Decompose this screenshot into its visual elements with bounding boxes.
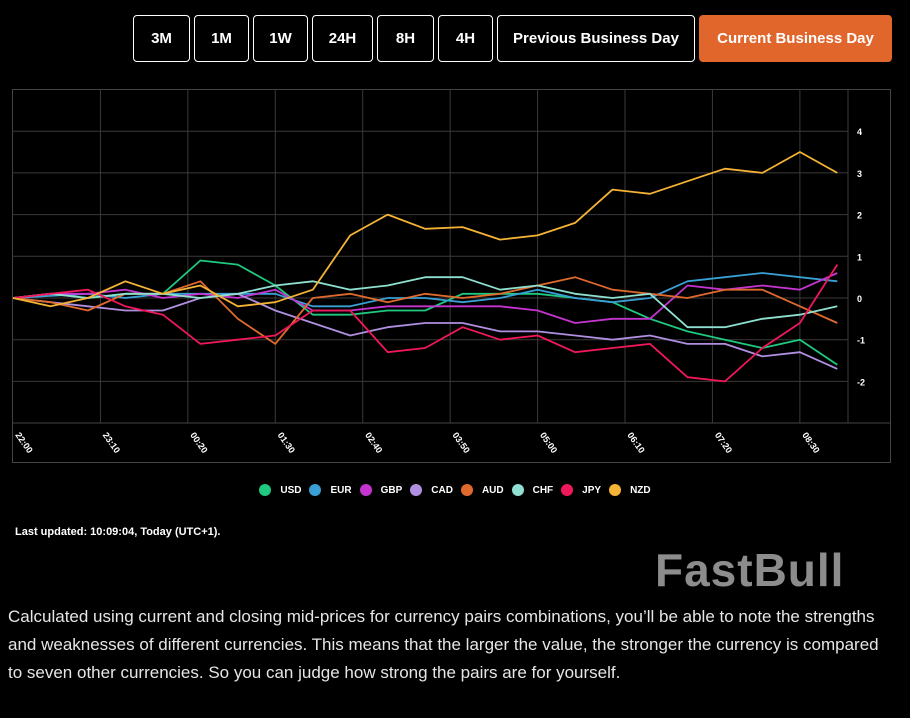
legend-item-jpy[interactable]: JPY [561,484,601,496]
range-1w-button[interactable]: 1W [253,15,308,62]
range-24h-button[interactable]: 24H [312,15,373,62]
legend-item-aud[interactable]: AUD [460,484,504,496]
legend-label: JPY [582,484,602,496]
legend-dot-icon [410,484,423,496]
series-line-jpy [12,264,839,383]
previous-business-day-button[interactable]: Previous Business Day [497,15,695,62]
legend-label: NZD [630,484,651,496]
fastbull-watermark: FastBull [655,544,845,596]
legend-dot-icon [609,484,622,496]
x-tick-label: 22:00 [13,430,34,455]
description-text: Calculated using current and closing mid… [8,607,879,682]
legend-item-chf[interactable]: CHF [511,484,554,496]
y-tick-label: 4 [857,127,862,137]
range-8h-button[interactable]: 8H [377,15,434,62]
x-tick-label: 03:50 [451,430,472,455]
y-tick-label: 3 [857,169,862,179]
legend-dot-icon [359,484,372,496]
y-tick-label: 2 [857,211,862,221]
x-tick-label: 01:30 [276,430,297,455]
range-1m-button[interactable]: 1M [194,15,249,62]
legend-dot-icon [460,484,473,496]
y-tick-label: -1 [857,336,865,346]
y-tick-label: -2 [857,377,865,387]
x-tick-label: 23:10 [101,430,122,455]
x-tick-label: 02:40 [363,430,384,455]
x-tick-label: 07:20 [713,430,734,455]
legend-label: EUR [330,484,352,496]
y-tick-label: 0 [857,294,862,304]
legend-item-cad[interactable]: CAD [410,484,453,496]
legend-label: AUD [481,484,504,496]
range-4h-button[interactable]: 4H [438,15,493,62]
x-tick-label: 08:30 [800,430,821,455]
series-line-chf [12,276,838,329]
x-tick-label: 06:10 [625,430,646,455]
x-tick-label: 00:20 [188,430,209,455]
legend-item-nzd[interactable]: NZD [609,484,651,496]
current-business-day-button[interactable]: Current Business Day [699,15,892,62]
legend-dot-icon [511,484,524,496]
chart-legend: USD EUR GBP CAD AUD CHF JPY NZD [0,484,910,496]
legend-label: USD [280,484,302,496]
series-line-usd [12,259,838,366]
currency-strength-chart: 22:00 23:10 00:20 01:30 02:40 03:50 05:00 06:10… [12,89,891,463]
y-tick-label: 1 [857,252,862,262]
legend-dot-icon [309,484,322,496]
legend-dot-icon [561,484,574,496]
legend-label: GBP [380,484,403,496]
series-line-cad [12,292,838,370]
series-line-nzd [12,151,838,308]
legend-item-usd[interactable]: USD [259,484,301,496]
legend-label: CHF [532,484,554,496]
chart-svg: 22:00 23:10 00:20 01:30 02:40 03:50 05:00 06:10… [12,89,891,455]
legend-item-eur[interactable]: EUR [309,484,352,496]
legend-dot-icon [259,484,272,496]
legend-label: CAD [431,484,453,496]
range-3m-button[interactable]: 3M [133,15,190,62]
last-updated-text: Last updated: 10:09:04, Today (UTC+1). [15,526,221,538]
legend-item-gbp[interactable]: GBP [359,484,403,496]
x-tick-label: 05:00 [538,430,559,455]
series-line-gbp [12,272,838,324]
